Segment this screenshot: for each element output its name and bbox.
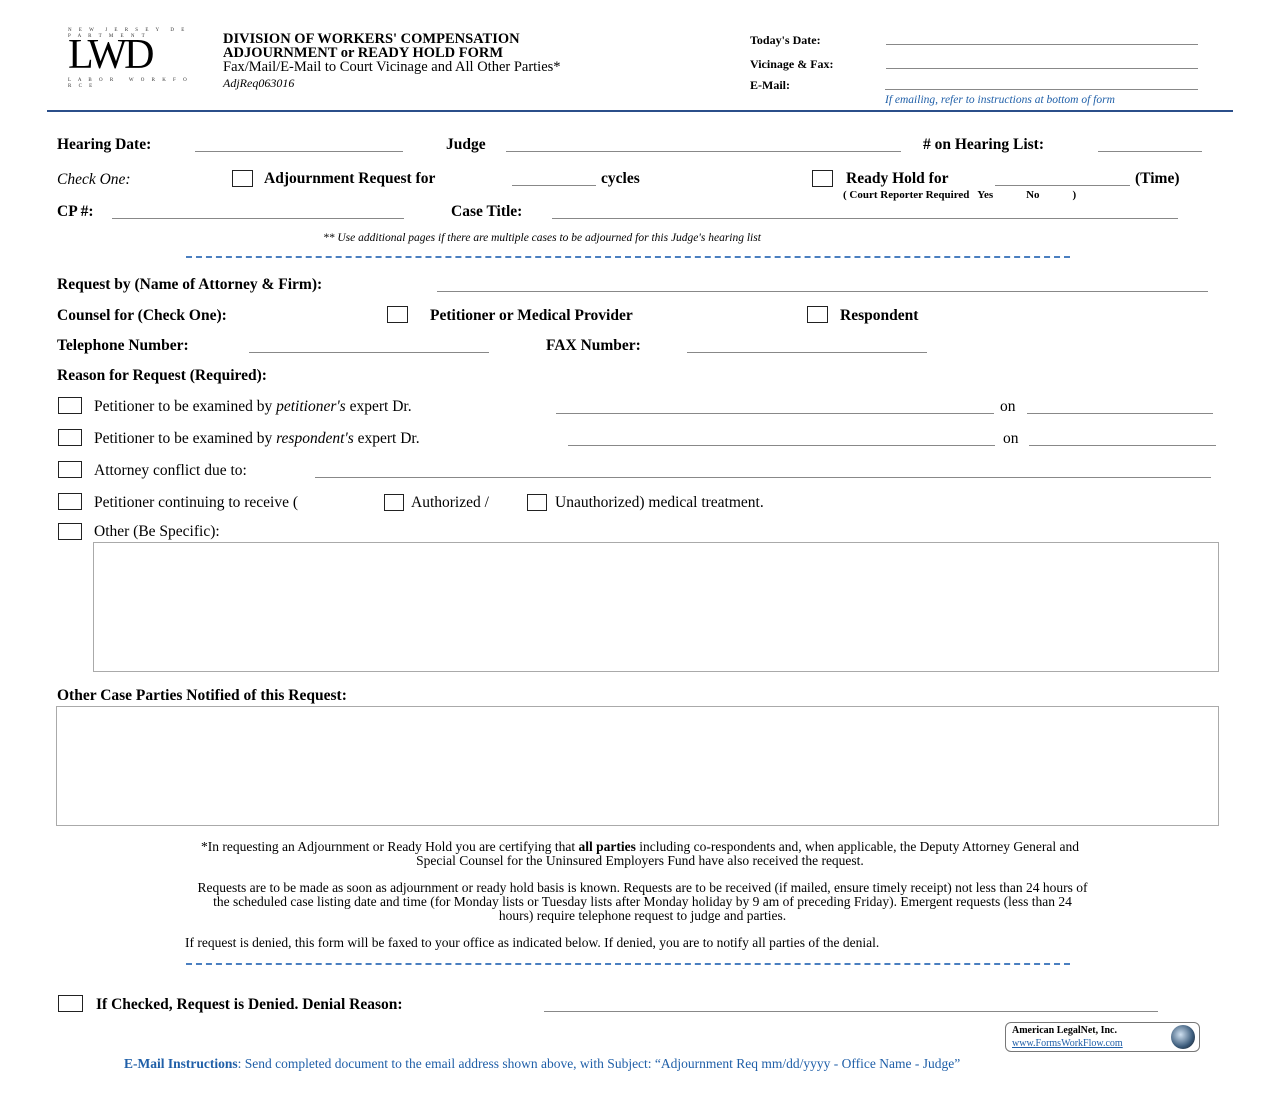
legalnet-name: American LegalNet, Inc.	[1012, 1025, 1117, 1036]
petitioner-checkbox[interactable]	[387, 306, 408, 323]
attorney-conflict-label: Attorney conflict due to:	[94, 462, 247, 479]
reason-respondent-expert-label: Petitioner to be examined by respondent'…	[94, 430, 420, 447]
vicinage-field[interactable]	[886, 68, 1198, 69]
reason-label: Reason for Request (Required):	[57, 367, 267, 384]
cp-field[interactable]	[112, 218, 404, 219]
cp-label: CP #:	[57, 203, 94, 220]
petitioner-label: Petitioner or Medical Provider	[430, 307, 633, 324]
other-specific-textarea[interactable]	[93, 542, 1219, 672]
email-field[interactable]	[885, 89, 1198, 90]
reason-other-checkbox[interactable]	[58, 523, 82, 540]
certification-text: *In requesting an Adjournment or Ready H…	[200, 839, 1080, 868]
form-title-2: ADJOURNMENT or READY HOLD FORM	[223, 45, 504, 61]
unauthorized-label: Unauthorized) medical treatment.	[555, 494, 764, 511]
cycles-label: cycles	[601, 170, 640, 187]
multiple-cases-note: ** Use additional pages if there are mul…	[323, 232, 761, 244]
medical-treatment-label: Petitioner continuing to receive (	[94, 494, 299, 511]
denied-label: If Checked, Request is Denied. Denial Re…	[96, 996, 403, 1013]
petitioner-expert-dr-field[interactable]	[556, 413, 994, 414]
form-title-1: DIVISION OF WORKERS' COMPENSATION	[223, 31, 520, 47]
telephone-label: Telephone Number:	[57, 337, 189, 354]
request-by-field[interactable]	[437, 291, 1208, 292]
legalnet-badge[interactable]: American LegalNet, Inc. www.FormsWorkFlo…	[1005, 1022, 1200, 1052]
on-label: on	[1000, 398, 1016, 415]
check-one-label: Check One:	[57, 171, 131, 188]
court-reporter-note: ( Court Reporter Required Yes No )	[843, 189, 1077, 201]
respondent-checkbox[interactable]	[807, 306, 828, 323]
divider-dashed	[186, 256, 1070, 258]
adjournment-label: Adjournment Request for	[264, 170, 436, 187]
vicinage-label: Vicinage & Fax:	[750, 57, 834, 71]
form-subtitle: Fax/Mail/E-Mail to Court Vicinage and Al…	[223, 59, 561, 75]
time-field[interactable]	[995, 185, 1130, 186]
judge-label: Judge	[446, 136, 486, 153]
judge-field[interactable]	[506, 151, 901, 152]
email-note: If emailing, refer to instructions at bo…	[885, 94, 1115, 106]
counsel-for-label: Counsel for (Check One):	[57, 307, 227, 324]
parties-textarea[interactable]	[56, 706, 1219, 826]
email-label: E-Mail:	[750, 78, 790, 92]
todays-date-field[interactable]	[886, 44, 1198, 45]
attorney-conflict-field[interactable]	[315, 477, 1211, 478]
fax-field[interactable]	[687, 352, 927, 353]
respondent-label: Respondent	[840, 307, 919, 324]
ready-hold-checkbox[interactable]	[812, 170, 833, 187]
petitioner-expert-date-field[interactable]	[1027, 413, 1213, 414]
denied-note: If request is denied, this form will be …	[185, 935, 880, 950]
divider-dashed-2	[186, 963, 1070, 965]
unauthorized-checkbox[interactable]	[527, 494, 547, 511]
on-label-2: on	[1003, 430, 1019, 447]
cycles-field[interactable]	[512, 185, 596, 186]
todays-date-label: Today's Date:	[750, 33, 821, 47]
request-timing-text: Requests are to be made as soon as adjou…	[197, 880, 1088, 923]
authorized-label: Authorized /	[411, 494, 489, 511]
logo-text: LWD	[68, 32, 154, 78]
case-title-label: Case Title:	[451, 203, 523, 220]
form-id: AdjReq063016	[223, 76, 295, 90]
adjournment-checkbox[interactable]	[232, 170, 253, 187]
fax-label: FAX Number:	[546, 337, 641, 354]
request-by-label: Request by (Name of Attorney & Firm):	[57, 276, 323, 293]
telephone-field[interactable]	[249, 352, 489, 353]
hearing-list-field[interactable]	[1098, 151, 1202, 152]
reason-attorney-conflict-checkbox[interactable]	[58, 461, 82, 478]
parties-label: Other Case Parties Notified of this Requ…	[57, 687, 347, 704]
denial-reason-field[interactable]	[544, 1011, 1158, 1012]
reason-respondent-expert-checkbox[interactable]	[58, 429, 82, 446]
respondent-expert-date-field[interactable]	[1029, 445, 1216, 446]
hearing-list-label: # on Hearing List:	[923, 136, 1044, 153]
hearing-date-label: Hearing Date:	[57, 136, 152, 153]
reason-petitioner-expert-label: Petitioner to be examined by petitioner'…	[94, 398, 412, 415]
hearing-date-field[interactable]	[195, 151, 403, 152]
lwd-logo: N E W J E R S E Y D E P A R T M E N T LW…	[68, 28, 190, 89]
reason-petitioner-expert-checkbox[interactable]	[58, 397, 82, 414]
other-label: Other (Be Specific):	[94, 523, 220, 540]
globe-icon	[1171, 1025, 1195, 1049]
denied-checkbox[interactable]	[58, 995, 83, 1012]
reason-medical-treatment-checkbox[interactable]	[58, 493, 82, 510]
case-title-field[interactable]	[552, 218, 1178, 219]
header-rule	[47, 110, 1233, 112]
email-instructions: E-Mail Instructions: Send completed docu…	[124, 1056, 961, 1071]
ready-hold-label: Ready Hold for	[846, 170, 949, 187]
respondent-expert-dr-field[interactable]	[568, 445, 995, 446]
time-label: (Time)	[1135, 170, 1180, 187]
authorized-checkbox[interactable]	[384, 494, 404, 511]
legalnet-link[interactable]: www.FormsWorkFlow.com	[1012, 1038, 1123, 1049]
